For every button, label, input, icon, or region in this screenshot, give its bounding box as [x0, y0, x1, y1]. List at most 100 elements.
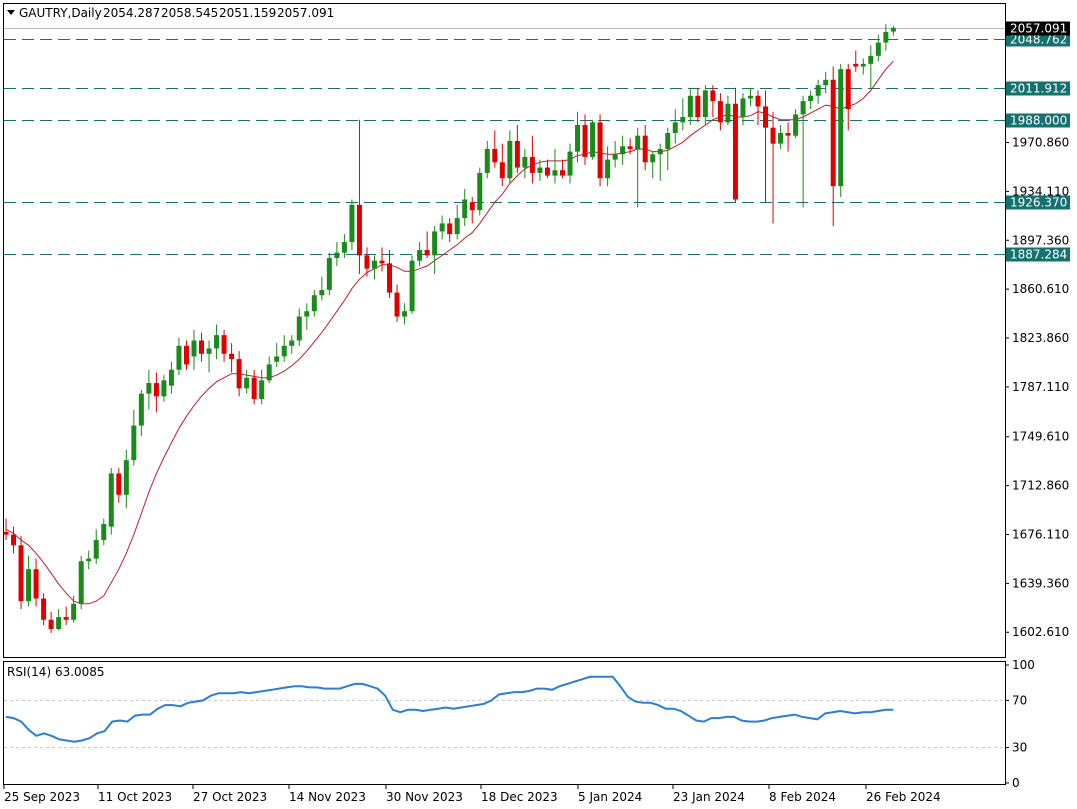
candle[interactable] — [838, 63, 844, 197]
candle[interactable] — [492, 130, 498, 168]
candle[interactable] — [763, 90, 769, 203]
candle[interactable] — [56, 609, 62, 631]
candle[interactable] — [642, 125, 648, 171]
candle[interactable] — [695, 87, 701, 123]
candle[interactable] — [387, 250, 393, 298]
candle[interactable] — [499, 143, 505, 187]
candle[interactable] — [469, 196, 475, 224]
candle[interactable] — [462, 188, 468, 227]
candle[interactable] — [11, 526, 17, 554]
candle[interactable] — [349, 199, 355, 251]
candle[interactable] — [93, 529, 99, 564]
candle[interactable] — [356, 119, 362, 274]
candle[interactable] — [868, 45, 874, 88]
candle[interactable] — [101, 518, 107, 546]
candle[interactable] — [778, 125, 784, 149]
candle[interactable] — [529, 135, 535, 184]
candle[interactable] — [507, 130, 513, 184]
candle[interactable] — [552, 148, 558, 184]
candle[interactable] — [800, 95, 806, 208]
candle[interactable] — [296, 308, 302, 346]
candle[interactable] — [830, 66, 836, 227]
candle[interactable] — [823, 71, 829, 94]
candle[interactable] — [575, 111, 581, 163]
candle[interactable] — [176, 337, 182, 376]
candle[interactable] — [326, 252, 332, 296]
candle[interactable] — [78, 555, 84, 610]
candle[interactable] — [725, 95, 731, 126]
candle[interactable] — [33, 558, 39, 607]
candle[interactable] — [311, 289, 317, 317]
candle[interactable] — [755, 90, 761, 126]
candle[interactable] — [627, 138, 633, 155]
candle[interactable] — [48, 611, 54, 634]
candle[interactable] — [221, 329, 227, 362]
candle[interactable] — [875, 34, 881, 62]
candle[interactable] — [605, 146, 611, 187]
candle[interactable] — [123, 449, 129, 509]
candle[interactable] — [439, 215, 445, 240]
candle[interactable] — [3, 518, 9, 540]
candle[interactable] — [364, 247, 370, 277]
candle[interactable] — [402, 303, 408, 325]
candle[interactable] — [657, 143, 663, 181]
candle[interactable] — [740, 93, 746, 126]
candle[interactable] — [161, 375, 167, 402]
candle[interactable] — [191, 329, 197, 370]
candle[interactable] — [853, 50, 859, 72]
candle[interactable] — [635, 127, 641, 208]
candle[interactable] — [665, 127, 671, 171]
candle[interactable] — [650, 151, 656, 179]
candle[interactable] — [860, 58, 866, 75]
candle[interactable] — [620, 135, 626, 165]
candle[interactable] — [41, 593, 47, 626]
candle[interactable] — [454, 204, 460, 240]
price-panel[interactable] — [3, 3, 1006, 658]
candle[interactable] — [244, 369, 250, 394]
candle[interactable] — [567, 143, 573, 184]
candle[interactable] — [236, 351, 242, 397]
candle[interactable] — [206, 340, 212, 373]
candle[interactable] — [770, 111, 776, 224]
candle[interactable] — [341, 234, 347, 259]
candle[interactable] — [71, 595, 77, 623]
candle[interactable] — [845, 63, 851, 131]
candle[interactable] — [808, 90, 814, 110]
candle[interactable] — [747, 87, 753, 107]
candle[interactable] — [424, 231, 430, 259]
candle[interactable] — [251, 369, 257, 405]
candle[interactable] — [108, 468, 114, 535]
candle[interactable] — [266, 356, 272, 384]
candle[interactable] — [815, 79, 821, 104]
candle[interactable] — [379, 247, 385, 272]
candle[interactable] — [116, 468, 122, 503]
candle[interactable] — [432, 226, 438, 274]
candle[interactable] — [710, 85, 716, 118]
candle[interactable] — [417, 242, 423, 266]
candle[interactable] — [672, 109, 678, 144]
candle[interactable] — [229, 343, 235, 373]
candle[interactable] — [477, 167, 483, 216]
candle[interactable] — [153, 372, 159, 413]
candle[interactable] — [371, 255, 377, 280]
candle[interactable] — [447, 218, 453, 243]
candle[interactable] — [687, 87, 693, 126]
rsi-panel[interactable] — [3, 661, 1006, 785]
candle[interactable] — [680, 98, 686, 131]
candle[interactable] — [86, 550, 92, 570]
candle[interactable] — [544, 159, 550, 179]
candle[interactable] — [537, 159, 543, 181]
candle[interactable] — [304, 303, 310, 330]
candle[interactable] — [793, 109, 799, 139]
candle[interactable] — [199, 332, 205, 362]
dropdown-triangle-icon[interactable] — [7, 10, 15, 15]
candle[interactable] — [334, 242, 340, 266]
candle[interactable] — [702, 85, 708, 126]
candle[interactable] — [131, 409, 137, 466]
candle[interactable] — [559, 159, 565, 179]
candle[interactable] — [484, 140, 490, 179]
candle[interactable] — [319, 276, 325, 301]
candle[interactable] — [289, 335, 295, 354]
candle[interactable] — [883, 23, 889, 51]
candle[interactable] — [890, 25, 896, 36]
